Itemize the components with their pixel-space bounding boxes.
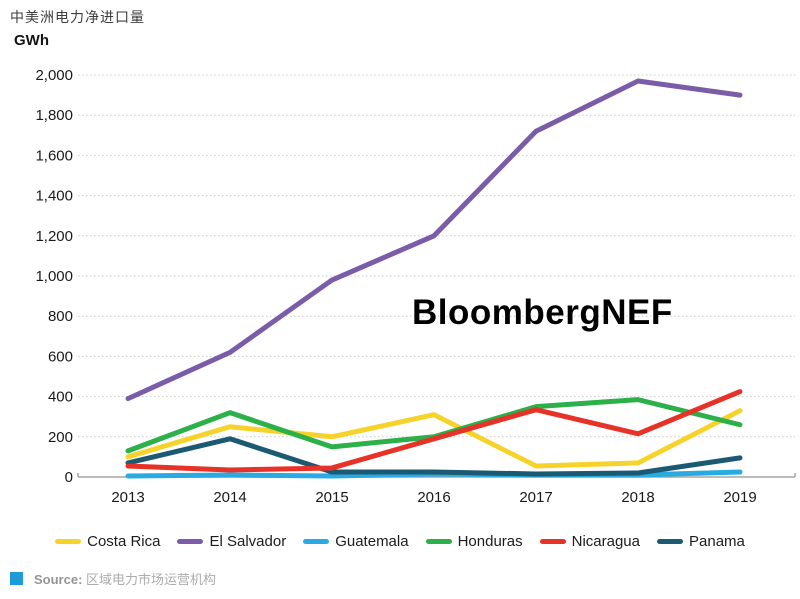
y-tick-label: 800 — [48, 308, 73, 325]
legend-label: Guatemala — [335, 533, 409, 550]
x-tick-label: 2015 — [315, 489, 348, 506]
legend-item-nicaragua: Nicaragua — [539, 533, 640, 550]
x-tick-label: 2014 — [213, 489, 246, 506]
legend-label: Panama — [689, 533, 745, 550]
x-tick-label: 2013 — [111, 489, 144, 506]
y-tick-label: 1,200 — [35, 228, 73, 245]
source-label: Source: — [34, 572, 83, 587]
y-tick-label: 1,800 — [35, 107, 73, 124]
y-tick-label: 1,600 — [35, 147, 73, 164]
x-tick-label: 2019 — [723, 489, 756, 506]
legend-label: Honduras — [457, 533, 523, 550]
y-axis-unit-label: GWh — [14, 32, 49, 49]
legend-swatch — [55, 539, 82, 544]
legend-item-guatemala: Guatemala — [303, 533, 409, 550]
legend-swatch — [539, 539, 566, 544]
legend-swatch — [177, 539, 204, 544]
series-line-panama — [125, 436, 743, 477]
y-tick-label: 600 — [48, 348, 73, 365]
y-tick-label: 0 — [65, 469, 73, 486]
chart-legend: Costa Rica El Salvador Guatemala Honduras Ni… — [0, 533, 800, 550]
source-value: 区域电力市场运营机构 — [86, 572, 217, 587]
legend-swatch — [303, 539, 330, 544]
chart-title: 中美洲电力净进口量 — [10, 9, 145, 25]
y-tick-label: 1,400 — [35, 188, 73, 205]
x-tick-label: 2016 — [417, 489, 450, 506]
source-text: Source: 区域电力市场运营机构 — [34, 569, 216, 588]
source-logo-icon — [10, 572, 23, 585]
bloombergnef-watermark: BloombergNEF — [412, 293, 673, 332]
legend-label: Costa Rica — [87, 533, 161, 550]
legend-item-el-salvador: El Salvador — [177, 533, 286, 550]
y-tick-label: 400 — [48, 389, 73, 406]
line-chart: 0 200 400 600 800 1,000 1,200 1,400 1,600 1,800 2,… — [35, 67, 796, 506]
legend-label: El Salvador — [209, 533, 287, 550]
legend-swatch — [425, 539, 452, 544]
y-tick-label: 2,000 — [35, 67, 73, 84]
y-tick-label: 1,000 — [35, 268, 73, 285]
x-tick-label: 2017 — [519, 489, 552, 506]
series-line-el-salvador — [125, 78, 743, 402]
legend-item-costa-rica: Costa Rica — [55, 533, 160, 550]
series-line-costa-rica — [125, 408, 743, 469]
legend-label: Nicaragua — [571, 533, 640, 550]
legend-item-panama: Panama — [657, 533, 745, 550]
source-note: Source: 区域电力市场运营机构 — [10, 569, 216, 588]
x-tick-label: 2018 — [621, 489, 654, 506]
legend-item-honduras: Honduras — [425, 533, 523, 550]
y-tick-label: 200 — [48, 429, 73, 446]
series-line-nicaragua — [125, 389, 743, 473]
legend-swatch — [657, 539, 683, 544]
